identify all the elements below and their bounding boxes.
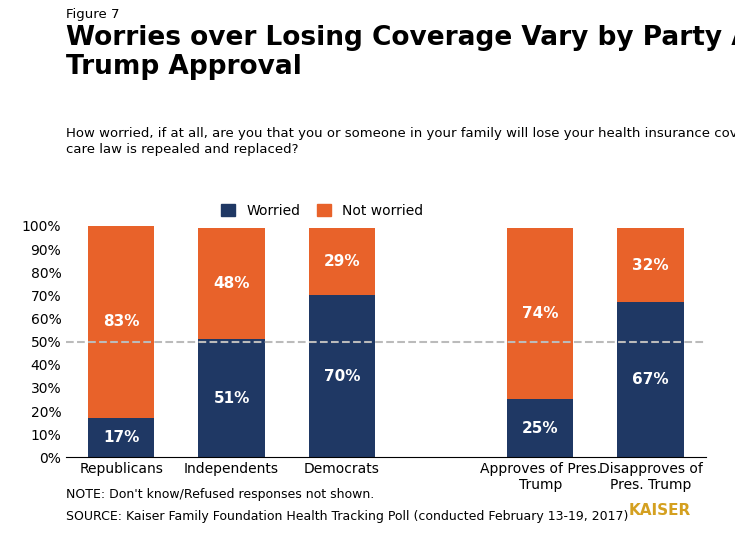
Bar — [617, 228, 684, 302]
Text: 51%: 51% — [213, 391, 250, 406]
Text: Figure 7: Figure 7 — [66, 8, 120, 21]
Text: KAISER: KAISER — [628, 503, 691, 517]
Bar — [309, 228, 375, 295]
Text: 25%: 25% — [522, 421, 559, 436]
Text: 74%: 74% — [522, 306, 559, 321]
Bar — [88, 226, 154, 418]
Text: 32%: 32% — [632, 258, 669, 273]
Text: SOURCE: Kaiser Family Foundation Health Tracking Poll (conducted February 13-19,: SOURCE: Kaiser Family Foundation Health … — [66, 510, 628, 523]
Text: 70%: 70% — [323, 369, 360, 384]
Text: How worried, if at all, are you that you or someone in your family will lose you: How worried, if at all, are you that you… — [66, 127, 735, 156]
Bar — [198, 228, 265, 339]
Text: Worries over Losing Coverage Vary by Party Affiliation and
Trump Approval: Worries over Losing Coverage Vary by Par… — [66, 25, 735, 80]
Text: 67%: 67% — [632, 372, 669, 387]
Text: THE HENRY J.: THE HENRY J. — [639, 491, 681, 496]
Text: NOTE: Don't know/Refused responses not shown.: NOTE: Don't know/Refused responses not s… — [66, 488, 374, 501]
Text: 29%: 29% — [323, 254, 360, 269]
Text: 48%: 48% — [213, 276, 250, 291]
Bar — [507, 228, 573, 399]
Legend: Worried, Not worried: Worried, Not worried — [215, 198, 429, 223]
Text: 17%: 17% — [103, 430, 140, 445]
Bar — [507, 399, 573, 457]
Text: FOUNDATION: FOUNDATION — [639, 535, 681, 540]
Text: FAMILY: FAMILY — [638, 519, 681, 529]
Bar — [198, 339, 265, 457]
Bar — [617, 302, 684, 457]
Bar — [88, 418, 154, 457]
Bar — [309, 295, 375, 457]
Text: 83%: 83% — [103, 315, 140, 329]
